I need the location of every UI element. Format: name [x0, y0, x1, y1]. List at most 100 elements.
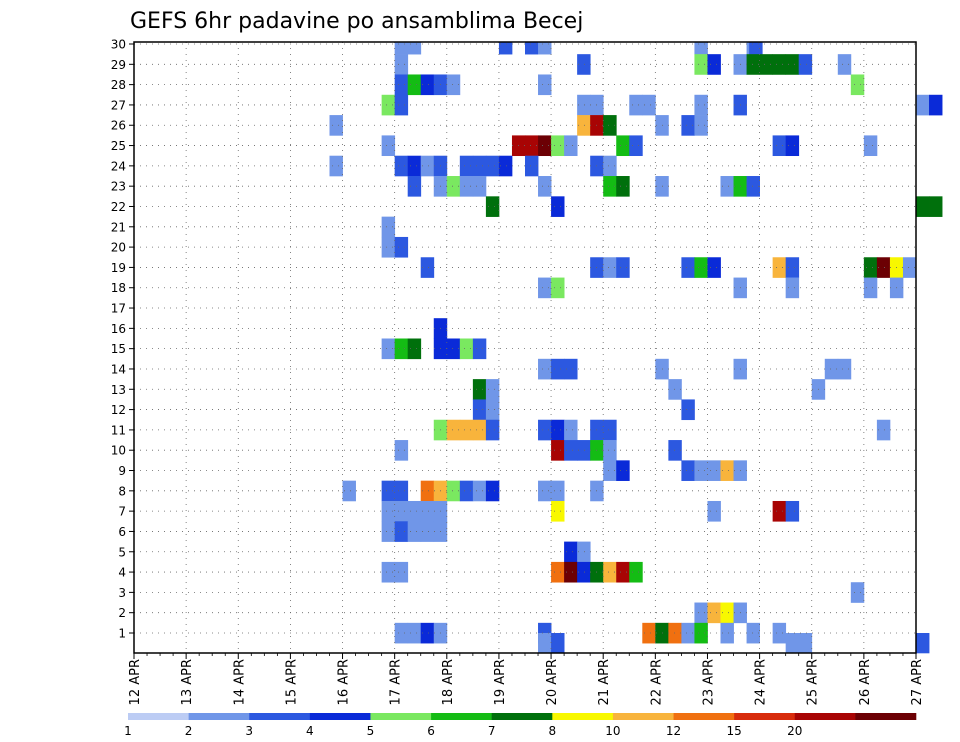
heatmap-cell [394, 74, 409, 96]
heatmap-cell [668, 440, 682, 461]
y-tick-label: 25 [111, 139, 126, 153]
heatmap-cell [407, 521, 422, 542]
heatmap-cell [577, 440, 591, 461]
y-tick-label: 23 [111, 180, 126, 194]
heatmap-cell [381, 561, 396, 583]
heatmap-cell [381, 135, 396, 157]
y-tick-label: 15 [111, 342, 126, 356]
heatmap-cell [329, 115, 343, 136]
heatmap-cell [824, 358, 839, 380]
y-tick-label: 21 [111, 220, 126, 234]
x-tick-label: 20 APR [545, 659, 560, 705]
heatmap-cell [564, 440, 578, 461]
heatmap-cells [329, 42, 943, 654]
heatmap-cell [577, 115, 591, 136]
colorbar-label: 7 [488, 724, 496, 738]
y-tick-label: 14 [111, 362, 126, 376]
heatmap-cell [394, 54, 409, 75]
heatmap-cell [863, 257, 878, 278]
heatmap-cell [472, 419, 487, 441]
heatmap-cell [407, 338, 422, 360]
heatmap-cell [446, 419, 461, 441]
heatmap-cell [694, 460, 708, 481]
heatmap-cell [629, 135, 643, 157]
heatmap-cell [381, 94, 396, 116]
heatmap-cell [472, 399, 487, 421]
heatmap-cell [694, 602, 708, 624]
heatmap-cell [772, 622, 787, 644]
heatmap-cell [407, 500, 422, 522]
y-tick-label: 17 [111, 302, 126, 316]
heatmap-cell [472, 338, 487, 360]
heatmap-cell [446, 338, 461, 360]
heatmap-cell [538, 358, 552, 380]
y-tick-label: 1 [118, 627, 126, 641]
chart-title: GEFS 6hr padavine po ansamblima Becej [130, 9, 583, 34]
heatmap-cell [329, 155, 343, 177]
x-tick-label: 24 APR [754, 659, 769, 705]
heatmap-cell [772, 135, 787, 157]
x-tick-label: 27 APR [910, 659, 925, 705]
colorbar-label: 6 [427, 724, 435, 738]
colorbar-swatch [188, 713, 250, 720]
x-tick-label: 25 APR [806, 659, 821, 705]
heatmap-cell [746, 176, 760, 197]
heatmap-cell [759, 54, 774, 75]
colorbar-swatch [612, 713, 674, 720]
y-tick-label: 26 [111, 119, 126, 133]
heatmap-cell [381, 480, 396, 502]
x-tick-label: 21 APR [597, 659, 612, 705]
heatmap-cell [577, 541, 591, 563]
y-tick-label: 24 [111, 159, 126, 173]
heatmap-cell [863, 135, 878, 157]
colorbar-swatch [128, 713, 189, 720]
x-tick-label: 12 APR [128, 659, 143, 705]
y-tick-label: 16 [111, 322, 126, 336]
heatmap-cell [564, 419, 578, 441]
heatmap-cell [642, 94, 656, 116]
x-tick-label: 14 APR [232, 659, 247, 705]
heatmap-cell [720, 176, 734, 197]
heatmap-cell [564, 358, 578, 380]
heatmap-cell [381, 500, 396, 522]
heatmap-cell [785, 633, 800, 654]
colorbar-label: 5 [367, 724, 375, 738]
x-tick-label: 23 APR [701, 659, 716, 705]
heatmap-cell [394, 440, 409, 461]
colorbar-swatch [673, 713, 735, 720]
heatmap-cell [538, 74, 552, 96]
y-axis: 1234567891011121314151617181920212223242… [111, 38, 134, 641]
y-tick-label: 12 [111, 403, 126, 417]
heatmap-cell [772, 500, 787, 522]
plot-frame [133, 41, 917, 654]
colorbar-swatch [491, 713, 553, 720]
heatmap-cell [420, 74, 435, 96]
heatmap-cell [485, 379, 500, 400]
heatmap-cell [446, 480, 461, 502]
heatmap-cell [459, 480, 474, 502]
heatmap-cell [616, 257, 630, 278]
heatmap-cell [916, 94, 930, 116]
heatmap-cell [538, 419, 552, 441]
heatmap-cell [472, 379, 487, 400]
heatmap-cell [694, 94, 708, 116]
colorbar-label: 8 [548, 724, 556, 738]
heatmap-cell [551, 419, 565, 441]
heatmap-cell [381, 521, 396, 542]
heatmap-cell [381, 216, 396, 238]
heatmap-cell [929, 94, 943, 116]
y-tick-label: 8 [118, 484, 126, 498]
heatmap-cell [850, 74, 865, 96]
y-tick-label: 2 [118, 606, 126, 620]
grid-lines [134, 42, 916, 653]
heatmap-cell [694, 257, 708, 278]
x-tick-label: 18 APR [441, 659, 456, 705]
heatmap-cell [668, 622, 682, 644]
heatmap-cell [551, 480, 565, 502]
colorbar-label: 12 [666, 724, 681, 738]
heatmap-cell [525, 42, 539, 55]
heatmap-cell [551, 500, 565, 522]
heatmap-cell [837, 358, 852, 380]
heatmap-cell [785, 257, 800, 278]
